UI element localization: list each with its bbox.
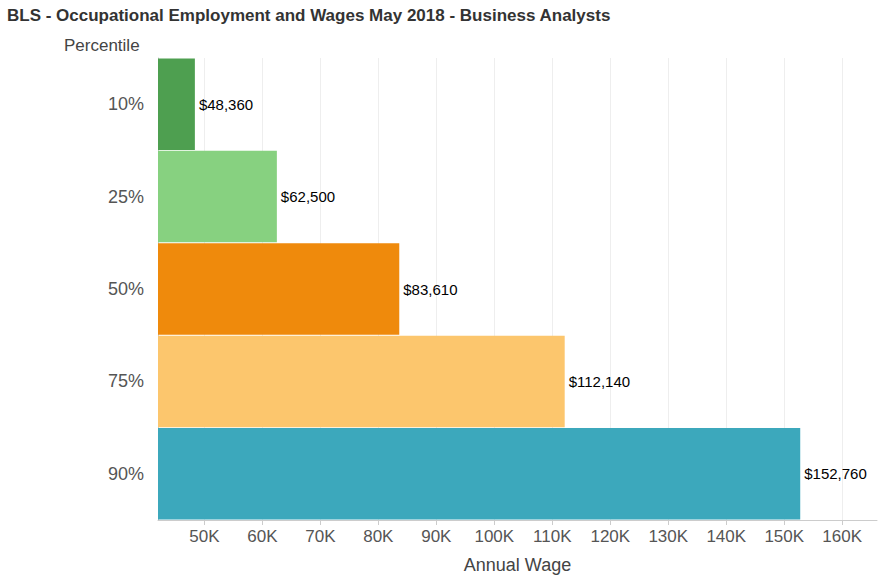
- svg-text:$48,360: $48,360: [199, 96, 253, 113]
- svg-text:$152,760: $152,760: [804, 465, 867, 482]
- svg-text:$83,610: $83,610: [403, 281, 457, 298]
- svg-text:140K: 140K: [706, 527, 746, 546]
- svg-text:130K: 130K: [648, 527, 688, 546]
- svg-text:90K: 90K: [421, 527, 452, 546]
- svg-text:110K: 110K: [533, 527, 572, 546]
- svg-text:80K: 80K: [363, 527, 394, 546]
- svg-text:100K: 100K: [474, 527, 514, 546]
- svg-text:Annual Wage: Annual Wage: [464, 555, 571, 575]
- svg-text:50%: 50%: [108, 279, 144, 299]
- svg-text:10%: 10%: [108, 94, 144, 114]
- svg-text:$112,140: $112,140: [569, 373, 630, 390]
- svg-text:Percentile: Percentile: [64, 36, 140, 55]
- svg-text:60K: 60K: [247, 527, 278, 546]
- svg-text:25%: 25%: [108, 187, 144, 207]
- svg-text:120K: 120K: [590, 527, 630, 546]
- svg-text:BLS - Occupational Employment: BLS - Occupational Employment and Wages …: [7, 6, 610, 25]
- svg-text:75%: 75%: [108, 371, 144, 391]
- svg-text:160K: 160K: [822, 527, 862, 546]
- svg-text:150K: 150K: [764, 527, 804, 546]
- svg-text:70K: 70K: [305, 527, 336, 546]
- svg-text:50K: 50K: [189, 527, 220, 546]
- svg-text:$62,500: $62,500: [281, 188, 335, 205]
- svg-text:90%: 90%: [108, 464, 144, 484]
